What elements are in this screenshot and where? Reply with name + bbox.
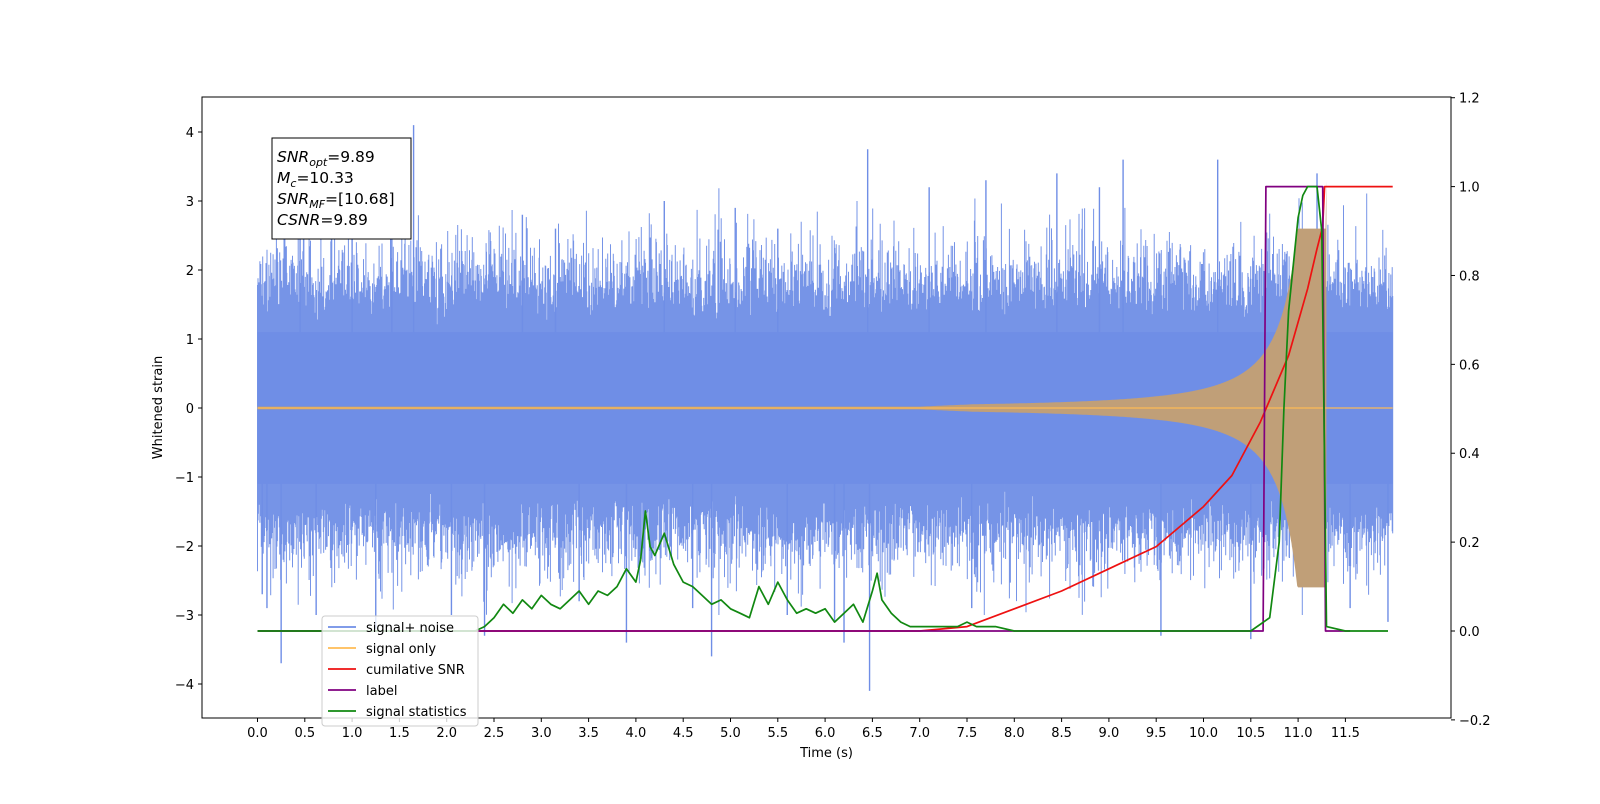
x-tick-label: 7.0 bbox=[909, 726, 930, 741]
y-tick-label: −2 bbox=[175, 540, 194, 555]
y-tick-label: 3 bbox=[186, 195, 194, 210]
x-tick-label: 0.5 bbox=[294, 726, 315, 741]
y2-tick-label: 0.0 bbox=[1459, 625, 1480, 640]
legend-frame bbox=[321, 615, 479, 727]
y2-tick-label: 0.4 bbox=[1459, 447, 1480, 462]
y-tick-label: 2 bbox=[186, 264, 194, 279]
y2-tick-label: 1.2 bbox=[1459, 92, 1480, 107]
annotation-line: SNRMF=[10.68] bbox=[277, 190, 395, 211]
x-tick-label: 0.0 bbox=[247, 726, 268, 741]
x-tick-label: 3.5 bbox=[578, 726, 599, 741]
legend-label: signal statistics bbox=[366, 705, 467, 720]
legend-label: label bbox=[366, 684, 397, 699]
legend-label: signal+ noise bbox=[366, 621, 454, 636]
x-tick-label: 2.5 bbox=[484, 726, 505, 741]
axes-ticks: 0.0 0.5 1.0 1.5 2.0 2.5 3.0 3.5 4.0 4.5 5.0 5.5 6.0 6… bbox=[175, 92, 1491, 741]
plot-area bbox=[257, 125, 1394, 691]
x-tick-label: 9.0 bbox=[1099, 726, 1120, 741]
x-tick-label: 6.5 bbox=[862, 726, 883, 741]
x-tick-label: 5.0 bbox=[720, 726, 741, 741]
y-tick-label: −3 bbox=[175, 609, 194, 624]
y2-tick-label: 0.6 bbox=[1459, 358, 1480, 373]
x-tick-label: 4.0 bbox=[626, 726, 647, 741]
y2-tick-label: 0.2 bbox=[1459, 536, 1480, 551]
x-axis-label: Time (s) bbox=[799, 746, 853, 761]
x-tick-label: 11.0 bbox=[1284, 726, 1313, 741]
stats-annotation-box: SNRopt=9.89Mc=10.33SNRMF=[10.68]CSNR=9.8… bbox=[271, 137, 412, 240]
y2-tick-label: −0.2 bbox=[1459, 714, 1491, 729]
x-tick-label: 8.0 bbox=[1004, 726, 1025, 741]
x-tick-label: 10.0 bbox=[1189, 726, 1218, 741]
annotation-line: SNRopt=9.89 bbox=[277, 148, 375, 169]
annotation-line: CSNR=9.89 bbox=[277, 211, 368, 229]
series-cumilative-snr bbox=[257, 185, 1393, 632]
x-tick-label: 7.5 bbox=[957, 726, 978, 741]
x-tick-label: 9.5 bbox=[1146, 726, 1167, 741]
x-tick-label: 1.5 bbox=[389, 726, 410, 741]
x-tick-label: 10.5 bbox=[1236, 726, 1265, 741]
y2-tick-label: 1.0 bbox=[1459, 181, 1480, 196]
y2-tick-label: 0.8 bbox=[1459, 269, 1480, 284]
x-tick-label: 6.0 bbox=[815, 726, 836, 741]
y-tick-label: 0 bbox=[186, 402, 194, 417]
y-tick-label: 4 bbox=[186, 126, 194, 141]
x-tick-label: 4.5 bbox=[673, 726, 694, 741]
legend: signal+ noise signal only cumilative SNR la… bbox=[321, 615, 479, 727]
annotation-line: Mc=10.33 bbox=[277, 169, 354, 190]
x-tick-label: 3.0 bbox=[531, 726, 552, 741]
legend-label: cumilative SNR bbox=[366, 663, 465, 678]
y-tick-label: −4 bbox=[175, 678, 194, 693]
x-tick-label: 11.5 bbox=[1331, 726, 1360, 741]
y-tick-label: −1 bbox=[175, 471, 194, 486]
y-tick-label: 1 bbox=[186, 333, 194, 348]
x-tick-label: 2.0 bbox=[436, 726, 457, 741]
annotation-frame bbox=[271, 137, 412, 240]
series-signal-statistics bbox=[257, 185, 1388, 632]
x-tick-label: 1.0 bbox=[342, 726, 363, 741]
x-tick-label: 8.5 bbox=[1051, 726, 1072, 741]
y-axis-label: Whitened strain bbox=[151, 356, 166, 459]
legend-label: signal only bbox=[366, 642, 436, 657]
x-tick-label: 5.5 bbox=[767, 726, 788, 741]
